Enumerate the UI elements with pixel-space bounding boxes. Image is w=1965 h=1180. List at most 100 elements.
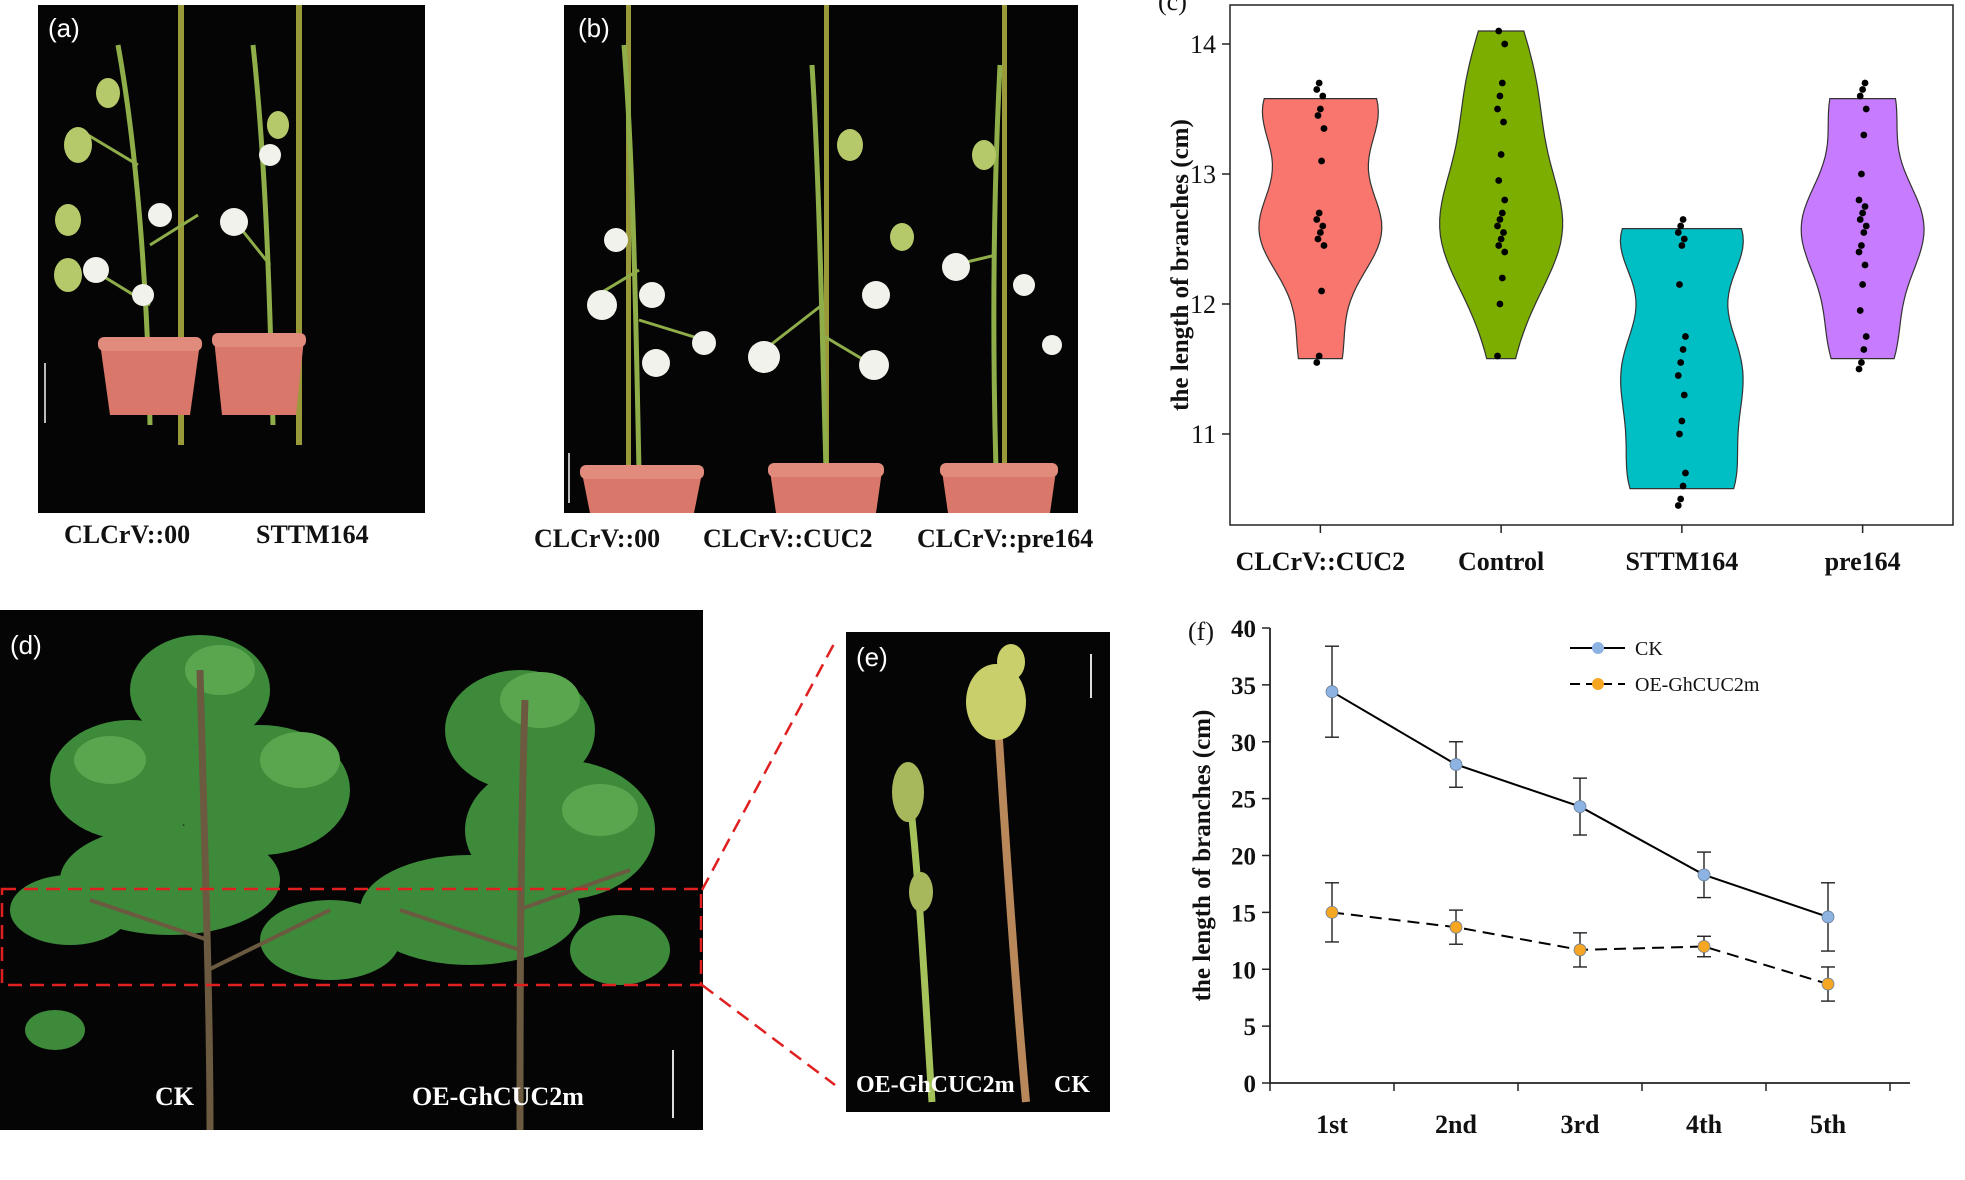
chart-c-point-1-14	[1494, 105, 1501, 113]
panel-b-caption-1: CLCrV::00	[534, 524, 661, 553]
panel-b-caption-3: CLCrV::pre164	[917, 524, 1094, 553]
panel-e-photo: (e) OE-GhCUC2m CK	[846, 632, 1110, 1112]
chart-c-violin-2	[1619, 228, 1744, 490]
chart-c-point-1-3	[1501, 248, 1509, 256]
chart-f-ytick-label-3: 15	[1231, 900, 1256, 927]
chart-f-point-0-0	[1325, 685, 1339, 699]
chart-c-violin-0	[1258, 97, 1383, 360]
chart-f-ytick-label-4: 20	[1231, 844, 1256, 871]
chart-c-point-3-18	[1856, 92, 1864, 100]
chart-c-point-2-16	[1679, 216, 1687, 223]
chart-c-point-3-20	[1861, 79, 1869, 87]
chart-f-point-1-4	[1821, 977, 1835, 991]
chart-f-point-1-0	[1325, 905, 1339, 919]
chart-f-point-1-1	[1449, 920, 1463, 934]
chart-c-point-1-8	[1496, 216, 1504, 223]
chart-f-legend-marker-0	[1592, 642, 1604, 654]
chart-f-point-1-2	[1573, 943, 1587, 957]
chart-c-point-0-10	[1320, 125, 1328, 132]
chart-c-point-0-1	[1315, 352, 1323, 360]
chart-c-panel-label: (c)	[1158, 0, 1187, 16]
chart-c-point-2-6	[1680, 391, 1688, 399]
chart-c-xtick-label-2: STTM164	[1626, 547, 1739, 576]
panel-b-label: (b)	[578, 13, 610, 43]
chart-c-point-1-16	[1498, 79, 1506, 87]
panel-a-illustration	[38, 5, 425, 513]
chart-c-point-3-9	[1860, 229, 1868, 236]
chart-f-point-0-3	[1697, 868, 1711, 882]
chart-c: (c) 11 12 13 14 the length of branches (cm) CL…	[1158, 0, 1954, 576]
chart-f: (f) 0 5 10 15 20 25 30 35 40 the length of branche…	[1188, 616, 1910, 1139]
chart-c-ytick-label-1: 12	[1190, 290, 1216, 319]
chart-c-point-1-11	[1495, 177, 1503, 184]
chart-c-point-3-15	[1858, 170, 1865, 178]
chart-f-legend-label-0: CK	[1635, 638, 1663, 660]
chart-c-xtick-label-3: pre164	[1825, 547, 1901, 576]
chart-f-ylabel: the length of branches (cm)	[1189, 710, 1216, 1002]
chart-f-point-0-2	[1573, 800, 1587, 813]
chart-c-ylabel: the length of branches (cm)	[1167, 119, 1194, 411]
chart-c-point-2-7	[1674, 372, 1682, 379]
chart-c-point-1-18	[1495, 27, 1503, 35]
panel-b-photo: (b)	[564, 5, 1078, 513]
chart-c-point-0-7	[1313, 216, 1321, 223]
chart-c-point-3-19	[1859, 86, 1867, 93]
chart-f-panel-label: (f)	[1188, 617, 1214, 646]
chart-f-ytick-label-1: 5	[1244, 1014, 1257, 1041]
panel-e-illustration	[846, 632, 1110, 1112]
chart-c-point-1-5	[1497, 235, 1505, 243]
chart-f-ytick-label-5: 25	[1231, 787, 1256, 814]
panel-a-caption-2: STTM164	[256, 520, 369, 549]
chart-c-point-3-0	[1855, 365, 1863, 373]
chart-c-violin-1	[1439, 30, 1564, 360]
chart-f-legend-marker-1	[1592, 678, 1604, 690]
chart-c-point-1-9	[1498, 209, 1506, 217]
panel-e-caption-2: CK	[1054, 1072, 1090, 1098]
chart-f-point-0-4	[1821, 910, 1835, 924]
chart-c-point-3-6	[1861, 261, 1869, 269]
panel-a-label: (a)	[48, 13, 80, 43]
panel-d-caption-2: OE-GhCUC2m	[412, 1082, 584, 1111]
chart-c-violin-3	[1800, 97, 1925, 360]
chart-c-ytick-label-0: 11	[1191, 420, 1216, 449]
chart-f-point-1-3	[1697, 940, 1711, 953]
chart-c-point-3-2	[1860, 346, 1868, 353]
chart-c-point-3-12	[1859, 209, 1867, 217]
chart-c-point-3-5	[1859, 281, 1867, 288]
chart-c-point-1-1	[1496, 300, 1504, 308]
chart-c-point-2-14	[1674, 229, 1682, 236]
chart-c-point-2-0	[1674, 502, 1682, 509]
chart-f-ytick-label-8: 40	[1231, 616, 1256, 643]
chart-c-point-0-0	[1313, 359, 1321, 366]
chart-f-ytick-label-0: 0	[1244, 1071, 1257, 1098]
chart-c-point-2-2	[1679, 482, 1687, 490]
chart-c-point-2-9	[1679, 346, 1687, 353]
chart-c-point-2-15	[1677, 222, 1685, 230]
chart-c-point-0-6	[1319, 222, 1327, 230]
chart-c-frame	[1229, 4, 1954, 526]
chart-c-point-3-1	[1858, 359, 1865, 366]
chart-f-xtick-label-3: 4th	[1686, 1110, 1723, 1139]
chart-c-point-3-10	[1862, 222, 1870, 230]
chart-c-point-2-13	[1680, 235, 1688, 243]
chart-c-point-0-15	[1315, 79, 1323, 87]
panel-b-illustration	[564, 5, 1078, 513]
chart-c-point-0-3	[1320, 242, 1328, 249]
chart-c-point-2-1	[1677, 495, 1685, 503]
chart-c-point-2-5	[1678, 417, 1686, 425]
zoom-connector	[700, 641, 837, 1086]
chart-c-point-1-2	[1498, 274, 1506, 282]
chart-c-point-1-17	[1501, 40, 1509, 48]
chart-c-point-3-16	[1860, 131, 1868, 139]
chart-c-point-0-4	[1314, 235, 1322, 243]
chart-f-xtick-label-0: 1st	[1316, 1110, 1348, 1139]
chart-f-xtick-label-2: 3rd	[1561, 1110, 1601, 1139]
panel-e-caption-1: OE-GhCUC2m	[856, 1072, 1015, 1098]
chart-c-point-0-9	[1318, 157, 1325, 165]
chart-c-point-2-10	[1682, 333, 1689, 340]
chart-c-point-2-3	[1682, 469, 1689, 477]
chart-c-point-1-12	[1497, 151, 1505, 158]
chart-c-point-1-6	[1500, 229, 1507, 236]
chart-c-point-0-11	[1314, 112, 1322, 119]
chart-f-xtick-label-1: 2nd	[1435, 1110, 1477, 1139]
